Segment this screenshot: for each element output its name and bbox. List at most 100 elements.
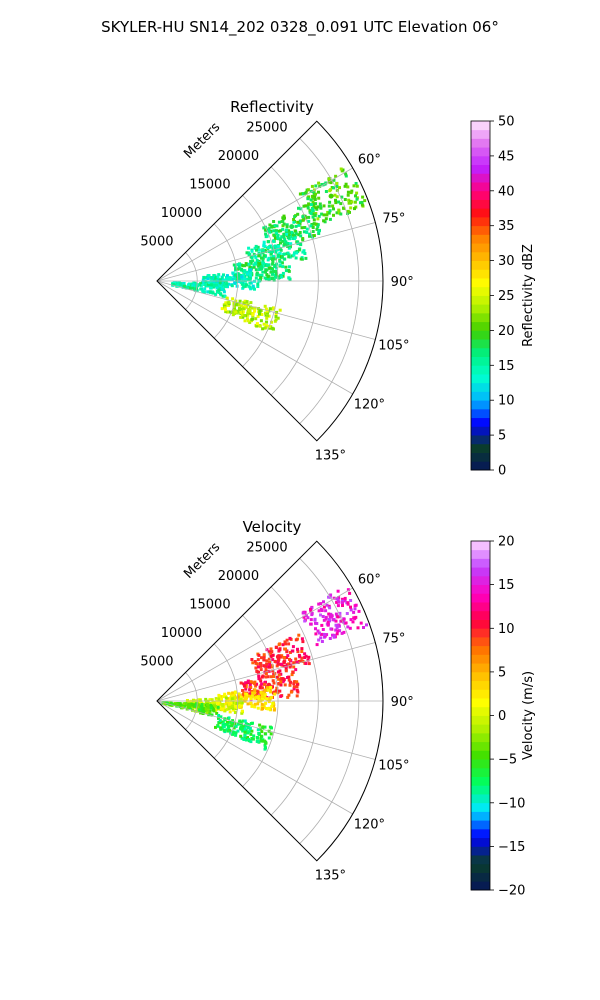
echo-cell <box>360 200 364 204</box>
echo-cell <box>217 697 221 701</box>
echo-cell <box>332 635 336 639</box>
echo-cell <box>319 205 322 209</box>
echo-cell <box>236 267 240 271</box>
echo-cell <box>271 258 274 262</box>
echo-cell <box>336 599 340 602</box>
echo-cell <box>277 245 281 249</box>
echo-cell <box>294 232 298 236</box>
echo-cell <box>324 609 328 613</box>
echo-cell <box>264 667 268 671</box>
echo-cell <box>259 264 263 268</box>
echo-cell <box>225 310 229 314</box>
colorbar-segment <box>471 759 490 769</box>
echo-cell <box>261 270 265 274</box>
echo-cell <box>281 677 285 681</box>
echo-cell <box>201 281 204 284</box>
echo-cell <box>342 206 346 210</box>
echo-cell <box>248 281 252 285</box>
echo-cell <box>259 668 263 672</box>
echo-cell <box>335 632 339 636</box>
echo-cell <box>239 307 243 311</box>
echo-cell <box>216 700 220 704</box>
colorbar-segment <box>471 610 490 620</box>
colorbar-segment <box>471 846 490 856</box>
echo-cell <box>261 264 265 268</box>
echo-cell <box>267 256 271 260</box>
echo-cell <box>241 305 245 309</box>
echo-cell <box>246 702 250 706</box>
echo-cell <box>279 248 283 252</box>
echo-cell <box>253 691 257 695</box>
echo-cell <box>282 217 286 221</box>
echo-cell <box>327 612 331 616</box>
echo-cell <box>302 615 306 619</box>
echo-cell <box>227 691 231 695</box>
echo-cell <box>256 261 260 265</box>
colorbar-segment <box>471 304 490 314</box>
echo-cell <box>342 630 346 634</box>
echo-cell <box>271 653 275 657</box>
echo-cell <box>222 290 226 294</box>
echo-cell <box>238 701 242 704</box>
echo-cell <box>264 746 267 750</box>
echo-cell <box>268 665 271 669</box>
echo-cell <box>222 273 225 277</box>
echo-cell <box>281 265 285 269</box>
echo-cell <box>240 703 244 707</box>
echo-cell <box>245 251 249 255</box>
echo-point <box>186 703 192 708</box>
echo-cell <box>232 708 236 712</box>
echo-cell <box>334 628 338 632</box>
echo-cell <box>281 224 285 228</box>
echo-cell <box>262 658 266 662</box>
echo-cell <box>310 184 314 188</box>
echo-cell <box>285 638 289 642</box>
echo-cell <box>314 627 317 631</box>
azimuth-gridline <box>156 642 376 702</box>
echo-cell <box>241 719 245 723</box>
echo-cell <box>282 660 286 664</box>
echo-cell <box>336 604 340 608</box>
echo-cell <box>234 731 238 735</box>
echo-cell <box>225 296 229 300</box>
echo-cell <box>269 270 273 274</box>
echo-cell <box>182 702 186 706</box>
echo-cell <box>331 633 334 637</box>
echo-cell <box>278 669 282 673</box>
echo-cell <box>267 736 271 740</box>
echo-cell <box>286 229 290 233</box>
echo-cell <box>161 702 165 705</box>
radial-tick-label: 15000 <box>189 597 230 612</box>
echo-cell <box>292 687 296 691</box>
echo-cell <box>308 234 311 238</box>
echo-cell <box>190 705 194 709</box>
colorbar-tick-label: 5 <box>498 665 506 680</box>
echo-cell <box>253 705 257 709</box>
echo-cell <box>337 200 341 204</box>
echo-cell <box>272 220 276 223</box>
echo-cell <box>298 219 302 223</box>
echo-cell <box>254 693 258 696</box>
colorbar-segment <box>471 855 490 865</box>
echo-cell <box>266 707 270 711</box>
echo-cell <box>339 202 343 206</box>
colorbar-segment <box>471 435 490 445</box>
echo-cell <box>220 307 224 311</box>
echo-point <box>243 695 249 701</box>
echo-cell <box>317 196 321 200</box>
echo-cell <box>249 275 252 279</box>
echo-cell <box>223 278 226 282</box>
echo-cell <box>346 588 350 592</box>
echo-cell <box>228 705 232 709</box>
echo-cell <box>313 194 316 198</box>
echo-cell <box>245 692 249 696</box>
echo-cell <box>354 182 358 185</box>
echo-cell <box>261 327 265 331</box>
colorbar-segment <box>471 820 490 830</box>
echo-cell <box>247 278 251 281</box>
angle-tick-label: 135° <box>315 448 346 463</box>
echo-cell <box>241 315 245 319</box>
reflectivity-panel: Reflectivity60°75°90°105°120°135°5000100… <box>140 98 536 479</box>
echo-cell <box>265 662 269 666</box>
echo-cell <box>304 256 308 260</box>
